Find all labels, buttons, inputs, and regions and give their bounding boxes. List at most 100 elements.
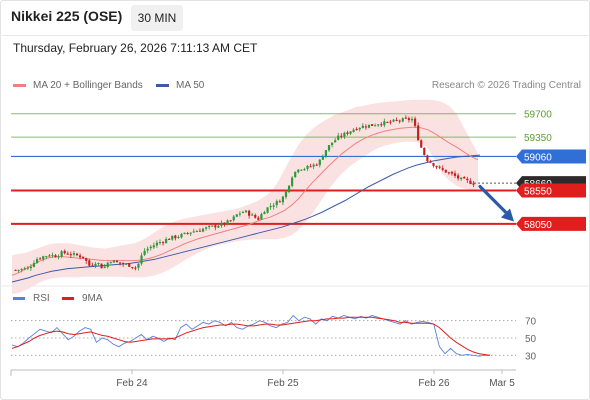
candle-body xyxy=(51,254,54,256)
ma50-legend-label: MA 50 xyxy=(176,80,205,91)
candle-body xyxy=(380,124,383,126)
candle-body xyxy=(327,145,331,151)
candle-body xyxy=(201,228,205,232)
candle-body xyxy=(195,231,198,233)
header-divider xyxy=(0,35,590,36)
level-tag-overlay-58550 xyxy=(516,183,586,198)
candle-body xyxy=(155,242,159,246)
candle-body xyxy=(358,127,361,130)
rsi-legend-label: RSI xyxy=(33,293,50,304)
candle-body xyxy=(315,164,318,166)
candle-body xyxy=(260,214,263,220)
legend-ma50: MA 50 xyxy=(156,80,204,91)
candle-body xyxy=(364,126,367,128)
candle-body xyxy=(278,201,281,203)
candle-body xyxy=(343,132,346,137)
candle-body xyxy=(29,266,33,269)
candle-body xyxy=(232,216,235,221)
candle-body xyxy=(330,142,334,146)
forecast-arrow-shaft xyxy=(478,184,510,217)
candle-body xyxy=(450,171,454,174)
candle-body xyxy=(398,120,401,122)
candle-body xyxy=(238,213,241,215)
candle-body xyxy=(374,125,377,127)
candle-body xyxy=(20,269,23,271)
level-tag-58050 xyxy=(516,216,586,231)
candle-body xyxy=(444,169,447,173)
candle-body xyxy=(312,164,315,167)
candle-body xyxy=(88,260,91,266)
candle-body xyxy=(189,232,192,234)
level-label-59700: 59700 xyxy=(524,110,552,121)
candle-body xyxy=(14,269,17,271)
candle-body xyxy=(128,263,131,267)
candle-body xyxy=(32,263,36,267)
rsi-ma-line xyxy=(11,316,491,356)
candle-body xyxy=(404,117,407,119)
candle-body xyxy=(361,125,364,129)
rsi-tick-label: 70 xyxy=(525,317,537,328)
candle-body xyxy=(251,214,254,216)
ma20-legend-label: MA 20 + Bollinger Bands xyxy=(33,80,143,91)
candle-body xyxy=(248,210,251,216)
candle-body xyxy=(17,269,20,271)
candle-body xyxy=(220,222,223,226)
candle-body xyxy=(441,168,444,170)
x-tick-label: Feb 26 xyxy=(418,378,450,389)
ma50-swatch xyxy=(156,84,169,87)
candle-body xyxy=(453,173,457,176)
candle-body xyxy=(297,169,300,173)
candle-body xyxy=(291,177,294,186)
rsi-ma-swatch xyxy=(62,297,74,300)
candle-body xyxy=(352,129,355,132)
candle-body xyxy=(407,118,411,121)
candle-body xyxy=(103,266,106,268)
candle-body xyxy=(324,150,328,157)
x-tick-label: Feb 25 xyxy=(267,378,299,389)
candle-body xyxy=(180,233,183,238)
candle-body xyxy=(140,255,143,264)
candle-body xyxy=(263,212,266,215)
ma20-swatch xyxy=(13,84,26,87)
interval-badge[interactable]: 30 MIN xyxy=(131,5,183,31)
candle-body xyxy=(134,267,137,269)
candle-body xyxy=(54,255,57,258)
candle-body xyxy=(198,230,202,232)
candle-body xyxy=(355,129,358,131)
candle-body xyxy=(306,165,309,169)
candle-body xyxy=(300,169,303,171)
candle-body xyxy=(45,256,48,258)
credit-text: Research © 2026 Trading Central xyxy=(431,80,581,91)
candle-body xyxy=(35,259,39,264)
candle-body xyxy=(152,245,155,248)
legend-rsi-ma: 9MA xyxy=(62,293,103,304)
candle-body xyxy=(346,132,349,134)
candle-body xyxy=(106,262,109,268)
candle-body xyxy=(48,255,51,257)
candle-body xyxy=(432,163,435,166)
forecast-arrow-head xyxy=(501,208,514,222)
candle-body xyxy=(85,258,88,261)
candle-body xyxy=(165,238,168,244)
candle-body xyxy=(122,263,125,265)
candle-body xyxy=(229,220,232,222)
candle-body xyxy=(161,242,165,244)
candle-body xyxy=(294,171,297,178)
candle-body xyxy=(91,265,94,267)
candle-body xyxy=(97,263,100,265)
candle-body xyxy=(395,119,398,121)
candle-body xyxy=(420,140,423,148)
candle-body xyxy=(82,256,85,258)
candle-body xyxy=(177,236,180,238)
candle-body xyxy=(57,256,60,258)
candle-body xyxy=(426,155,429,162)
candle-body xyxy=(386,121,389,123)
candle-body xyxy=(125,263,128,265)
candle-body xyxy=(241,212,245,214)
legend-rsi: RSI xyxy=(13,293,50,304)
candle-body xyxy=(112,260,115,263)
candle-body xyxy=(367,124,371,128)
level-label-overlay-58550: 58550 xyxy=(524,187,552,198)
candle-body xyxy=(321,156,324,160)
